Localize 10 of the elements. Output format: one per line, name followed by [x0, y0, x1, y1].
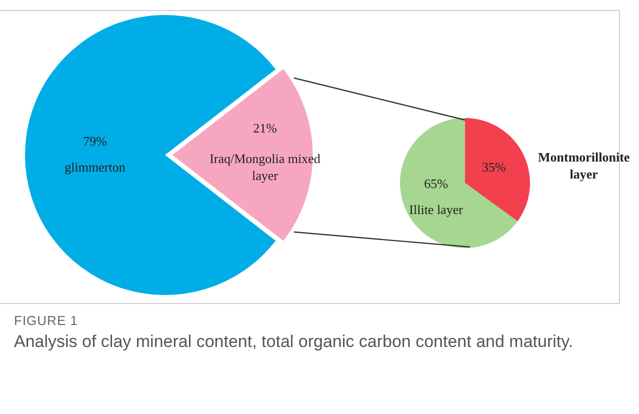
slice-label: glimmerton [64, 159, 126, 174]
data-label: 65% [424, 176, 448, 192]
text: Analysis of clay mineral content, total organic carbon content and maturity. [14, 331, 574, 353]
data-label: 21% [253, 120, 278, 136]
caption: FIGURE 1 [14, 313, 79, 328]
data-label: 35% [482, 160, 506, 175]
data-label: 79% [83, 133, 108, 148]
slice-label: Iraq/Mongolia mixed layer [210, 150, 321, 183]
slice-label: Illite layer [409, 202, 464, 218]
slice-label: Montmorillonite layer [538, 150, 630, 182]
